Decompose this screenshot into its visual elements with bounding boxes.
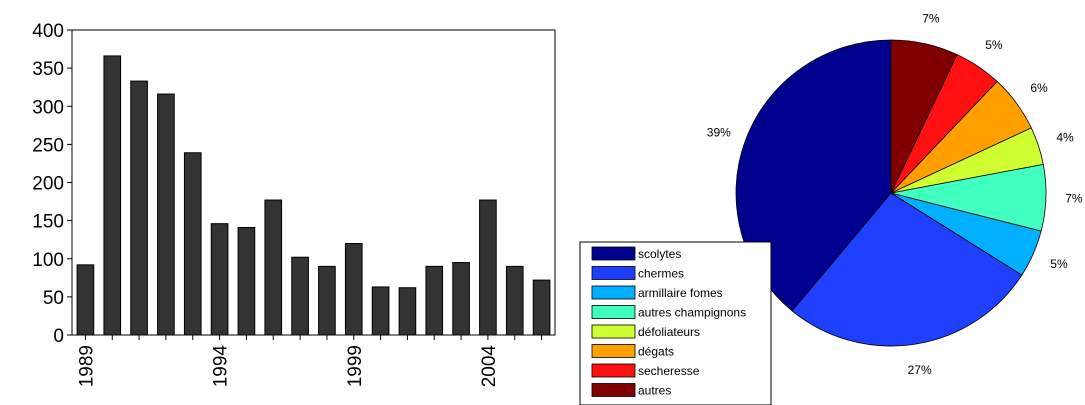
y-tick-label: 100 bbox=[32, 250, 64, 271]
legend-swatch bbox=[591, 285, 636, 300]
bar bbox=[505, 265, 524, 336]
bar bbox=[452, 262, 470, 336]
legend-label: dégats bbox=[638, 345, 674, 359]
bar bbox=[237, 226, 256, 336]
y-tick-label: 300 bbox=[32, 97, 64, 118]
bar-chart: 0 50 100 150 200 250 300 350 400 1989 1994 1999 200… bbox=[32, 21, 556, 388]
legend-label: chermes bbox=[638, 267, 684, 281]
legend-label: scolytes bbox=[638, 247, 681, 261]
y-axis: 0 50 100 150 200 250 300 350 400 bbox=[32, 21, 72, 347]
legend-label: secheresse bbox=[638, 364, 700, 378]
bar bbox=[344, 243, 363, 336]
legend-label: défoliateurs bbox=[638, 325, 700, 339]
legend-swatch bbox=[591, 344, 636, 358]
bar bbox=[479, 199, 497, 336]
pie-slice bbox=[890, 39, 958, 194]
bar bbox=[425, 265, 444, 336]
y-tick-label: 50 bbox=[43, 288, 64, 309]
pie-data-label: 5% bbox=[1050, 257, 1068, 271]
x-axis: 1989 1994 1999 2004 bbox=[76, 335, 543, 388]
pie-data-label: 4% bbox=[1056, 131, 1074, 145]
bar bbox=[210, 223, 229, 336]
pie-chart: 39% 27% 5% 7% 4% 6% 5% 7% scolytes chermes armill… bbox=[579, 11, 1083, 405]
legend-swatch bbox=[591, 305, 636, 319]
y-tick-label: 250 bbox=[32, 135, 64, 156]
y-tick-label: 150 bbox=[32, 212, 64, 233]
bar-series bbox=[76, 55, 551, 336]
legend: scolytes chermes armillaire fomes autres ch… bbox=[579, 241, 772, 405]
bar bbox=[532, 279, 551, 336]
pie-data-label: 5% bbox=[985, 38, 1003, 52]
pie-slice bbox=[791, 192, 1023, 347]
pie-data-label: 7% bbox=[922, 11, 940, 25]
legend-swatch bbox=[591, 246, 636, 261]
pie-data-label: 6% bbox=[1030, 81, 1048, 95]
x-tick-label: 1994 bbox=[211, 345, 232, 388]
pie-data-label: 39% bbox=[707, 125, 731, 139]
legend-swatch bbox=[591, 324, 636, 339]
plot-area bbox=[71, 29, 556, 336]
legend-swatch bbox=[591, 266, 636, 280]
bar bbox=[183, 152, 202, 336]
bar bbox=[130, 80, 148, 336]
pie-data-label: 27% bbox=[908, 363, 932, 377]
bar bbox=[157, 93, 175, 336]
bar bbox=[76, 264, 95, 336]
y-tick-label: 400 bbox=[32, 21, 64, 42]
x-tick-label: 1999 bbox=[345, 345, 366, 387]
legend-swatch bbox=[591, 383, 636, 397]
legend-label: autres bbox=[638, 384, 671, 398]
bar bbox=[264, 199, 283, 336]
bar bbox=[103, 55, 122, 336]
pie-slices bbox=[735, 39, 1047, 347]
bar bbox=[398, 287, 417, 336]
pie-data-label: 7% bbox=[1065, 192, 1083, 206]
bar bbox=[318, 265, 336, 336]
legend-label: armillaire fomes bbox=[638, 286, 723, 300]
bar bbox=[371, 286, 390, 336]
pie-labels: 39% 27% 5% 7% 4% 6% 5% 7% bbox=[707, 11, 1083, 376]
legend-label: autres champignons bbox=[638, 306, 746, 320]
bar bbox=[291, 256, 309, 336]
x-tick-label: 2004 bbox=[479, 345, 500, 388]
y-tick-label: 200 bbox=[32, 174, 64, 195]
y-tick-label: 0 bbox=[53, 326, 64, 347]
legend-swatch bbox=[591, 363, 636, 378]
y-tick-label: 350 bbox=[32, 59, 64, 80]
x-tick-label: 1989 bbox=[76, 345, 97, 387]
